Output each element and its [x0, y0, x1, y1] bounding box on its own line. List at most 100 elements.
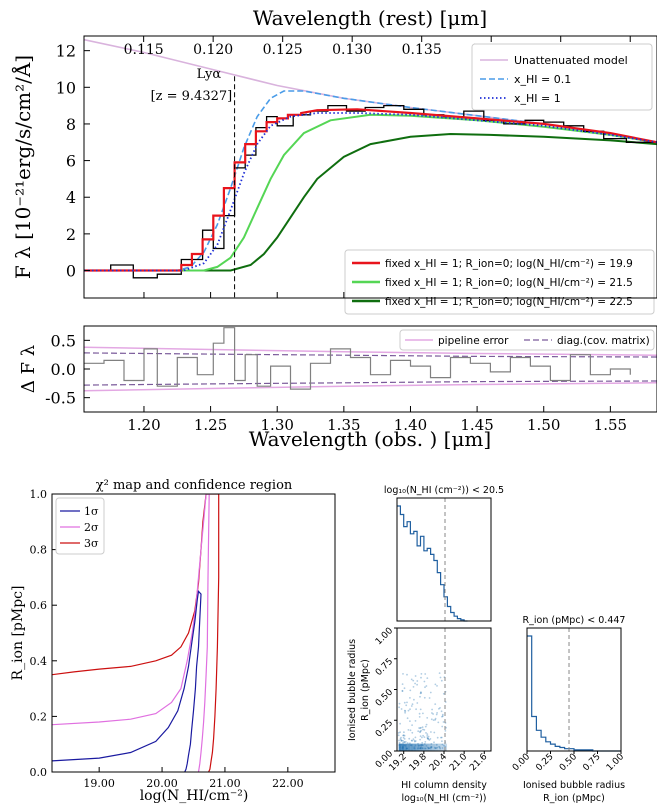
chi2-y-tick-label: 0.2	[30, 710, 48, 723]
legend-top-label: x_HI = 0.1	[514, 73, 571, 86]
scatter-point	[422, 744, 424, 747]
scatter-point	[413, 698, 415, 701]
legend-bottom: fixed x_HI = 1; R_ion=0; log(N_HI/cm⁻²) …	[344, 249, 655, 315]
scatter-point	[420, 691, 422, 693]
chi2-legend-label: 1σ	[84, 505, 99, 518]
scatter-point	[420, 726, 422, 729]
scatter-point	[424, 747, 427, 750]
scatter-density	[398, 743, 448, 751]
residual-y-axis-label: Δ F λ	[18, 345, 39, 393]
chi2-x-tick-label: 20.00	[146, 777, 178, 790]
residual-y-tick-label: 0.0	[51, 360, 76, 379]
scatter-point	[430, 746, 433, 749]
scatter-point	[421, 747, 424, 750]
scatter-point	[399, 731, 401, 734]
scatter-point	[419, 744, 422, 747]
scatter-point	[401, 747, 404, 750]
density-cell	[434, 743, 438, 751]
residual-x-axis-label: Wavelength (obs. ) [μm]	[249, 427, 491, 451]
chi2-y-tick-label: 0.6	[30, 599, 48, 612]
series-diag-upper	[84, 352, 657, 358]
scatter-point	[417, 730, 420, 733]
rion-x-tick-label: 1.00	[605, 752, 626, 773]
scatter-point	[401, 746, 404, 749]
scatter-point	[436, 712, 438, 714]
residual-y-tick-label: 0.5	[51, 331, 76, 350]
scatter-point	[426, 735, 429, 737]
nhi-hist-title: log₁₀(N_HI (cm⁻²)) < 20.5	[384, 485, 504, 496]
scatter-point	[402, 745, 404, 747]
spectrum-y-tick-label: 2	[66, 225, 76, 244]
scatter-point	[434, 717, 437, 720]
scatter-point	[404, 711, 406, 714]
scatter-point	[428, 747, 430, 750]
scatter-point	[421, 747, 424, 749]
legend-bottom-label: fixed x_HI = 1; R_ion=0; log(N_HI/cm⁻²) …	[385, 277, 633, 289]
scatter-point	[436, 736, 439, 739]
residual-plot-area	[84, 327, 657, 392]
chi2-title: χ² map and confidence region	[96, 478, 293, 493]
chi2-panel: 0.0 0.2 0.4 0.6 0.8 1.0 19.00 20.00 21.00 22.00 χ²…	[10, 478, 304, 804]
chi2-y-tick-label: 0.8	[30, 544, 48, 557]
series-nhi-22-5	[84, 132, 657, 272]
rion-x-tick-label: 0.75	[581, 752, 602, 773]
scatter-point	[428, 739, 431, 741]
scatter-point	[419, 708, 422, 711]
scatter-point	[413, 746, 416, 749]
scatter-point	[423, 729, 426, 731]
series-xhi-0-1	[84, 90, 657, 272]
scatter-x-tick-label: 21.6	[468, 752, 489, 773]
series-nhi-19-9	[84, 108, 657, 272]
chi2-y-tick-label: 0.0	[30, 766, 48, 779]
scatter-point	[404, 710, 407, 712]
scatter-point	[420, 729, 422, 732]
scatter-point	[429, 747, 432, 750]
scatter-frame	[396, 627, 492, 752]
scatter-point	[416, 702, 419, 704]
scatter-point	[434, 703, 437, 705]
scatter-point	[439, 707, 441, 709]
scatter-point	[424, 725, 427, 728]
scatter-point	[414, 744, 417, 747]
spectrum-y-tick-label: 0	[66, 262, 76, 281]
residual-x-tick-label: 1.20	[127, 416, 160, 434]
density-cell	[404, 743, 408, 751]
scatter-point	[420, 744, 423, 746]
scatter-point	[426, 736, 429, 739]
scatter-point	[403, 687, 406, 690]
scatter-point	[398, 741, 401, 744]
scatter-point	[400, 739, 403, 741]
scatter-point	[404, 744, 407, 747]
residual-legend: pipeline error diag.(cov. matrix)	[399, 329, 655, 351]
scatter-point	[434, 683, 437, 686]
scatter-point	[431, 708, 433, 711]
scatter-point	[427, 735, 430, 738]
series-xhi-1	[84, 112, 657, 272]
rion-x-axis-label-2: R_ion (pMpc)	[543, 793, 605, 804]
scatter-point	[402, 673, 404, 675]
spectrum-y-tick-label: 6	[66, 152, 76, 171]
scatter-point	[421, 741, 424, 744]
scatter-point	[402, 734, 404, 737]
scatter-point	[425, 685, 428, 687]
scatter-point	[419, 730, 422, 733]
scatter-point	[441, 715, 443, 718]
scatter-point	[418, 716, 421, 718]
scatter-point	[417, 742, 419, 745]
scatter-point	[421, 726, 424, 729]
chi2-x-tick-label: 22.00	[272, 777, 304, 790]
scatter-y-axis-label-2: R_ion (pMpc)	[360, 659, 371, 721]
residual-panel: 0.5 0.0 -0.5 1.20 1.25 1.30 1.35 1.40 1.45 1.50 1.…	[18, 327, 657, 451]
scatter-point	[402, 734, 405, 737]
scatter-point	[443, 744, 445, 747]
scatter-point	[409, 742, 411, 745]
scatter-point	[397, 732, 400, 734]
scatter-point	[411, 731, 414, 734]
scatter-point	[444, 730, 447, 732]
scatter-point	[414, 682, 416, 685]
scatter-point	[412, 738, 415, 740]
chi2-y-tick-label: 0.4	[30, 655, 48, 668]
scatter-point	[441, 747, 444, 749]
residual-legend-label: pipeline error	[438, 335, 509, 347]
scatter-point	[426, 717, 429, 719]
